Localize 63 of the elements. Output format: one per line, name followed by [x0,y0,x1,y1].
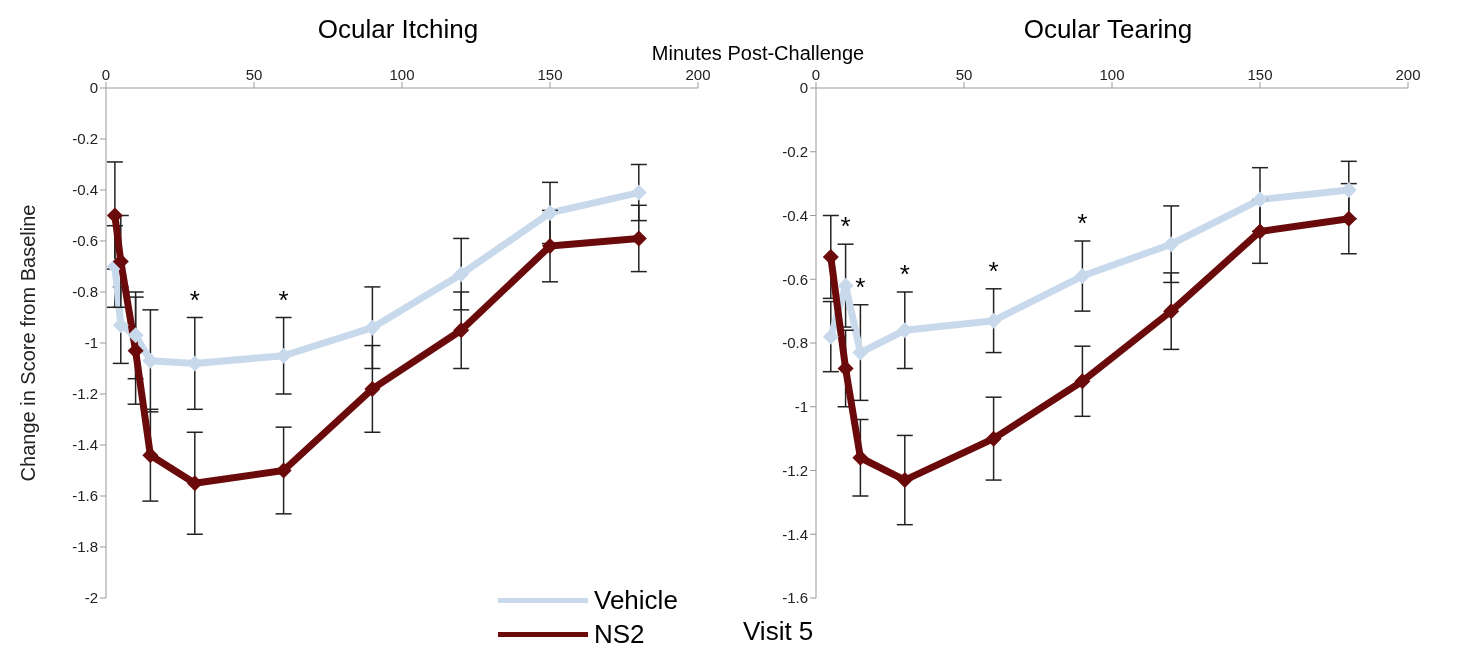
y-tick-label: -1.6 [72,487,98,505]
x-axis-title: Minutes Post-Challenge [651,42,865,64]
annotation: * [987,255,1000,286]
y-tick-label: 0 [799,79,808,97]
annotation: * [839,211,852,242]
point [364,319,381,336]
point [453,322,470,339]
point [852,449,869,466]
legend-label: Vehicle [594,584,678,617]
y-tick-label: -1.4 [72,436,98,454]
y-tick-label: -1.2 [782,461,808,479]
point [1074,268,1091,285]
y-tick-label: -0.4 [72,181,98,199]
y-tick-label: -1.2 [72,385,98,403]
x-tick-label: 0 [101,66,111,83]
point [1163,236,1180,253]
point [112,253,129,270]
y-tick-label: -0.8 [72,283,98,301]
annotation: * [854,271,867,302]
y-tick-label: -0.4 [782,206,808,224]
point [542,204,558,221]
point [453,266,470,283]
point [106,207,123,224]
x-tick-label: 200 [1395,66,1421,83]
y-tick-label: -1 [794,398,808,416]
y-tick-label: 0 [89,79,98,97]
x-tick-label: 150 [537,66,563,83]
x-tick-label: 50 [245,66,263,83]
annotation: * [898,259,911,289]
point [896,472,913,489]
y-tick-label: -1.8 [72,538,98,556]
y-tick-label: -0.2 [782,143,808,161]
chart-title: Ocular Itching [317,14,479,44]
annotation: * [277,284,290,315]
x-tick-label: 200 [685,66,711,83]
legend-label: NS2 [594,618,645,648]
point [1252,223,1268,240]
y-tick-label: -1.6 [782,589,808,607]
point [127,327,144,344]
x-tick-label: 100 [1099,66,1125,83]
point [985,430,1002,447]
y-tick-label: -0.8 [782,334,808,352]
text: Visit 5 [743,616,814,647]
point [1252,191,1268,208]
annotation: * [1076,208,1089,238]
x-tick-label: 150 [1247,66,1273,83]
point [630,184,647,201]
y-tick-label: -1.4 [782,525,808,543]
annotation: * [188,284,201,315]
y-tick-label: -0.2 [72,130,98,148]
x-tick-label: 0 [811,66,821,83]
y-tick-label: -1 [84,334,98,352]
point [852,344,869,361]
y-axis-title: Change in Score from Baseline [17,204,40,482]
x-tick-label: 100 [389,66,415,83]
point [1074,373,1091,390]
point [1163,303,1180,320]
y-tick-label: -0.6 [72,232,98,250]
x-tick-label: 50 [955,66,973,83]
chart-title: Ocular Tearing [1023,14,1193,44]
y-tick-label: -0.6 [782,270,808,288]
point [364,380,381,397]
y-tick-label: -2 [84,589,98,607]
